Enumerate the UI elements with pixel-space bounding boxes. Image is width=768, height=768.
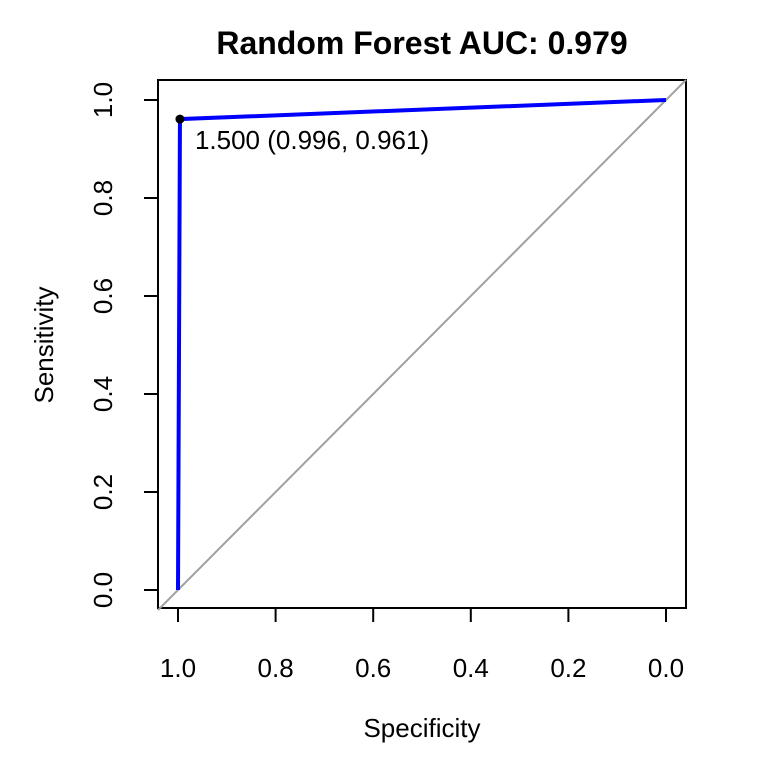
x-axis: 1.0 0.8 0.6 0.4 0.2 0.0 <box>160 607 684 683</box>
y-axis-label: Sensitivity <box>29 286 59 403</box>
threshold-point <box>175 114 185 124</box>
y-tick-label: 0.6 <box>88 278 118 314</box>
threshold-label: 1.500 (0.996, 0.961) <box>195 125 429 155</box>
y-axis: 0.0 0.2 0.4 0.6 0.8 1.0 <box>88 82 159 608</box>
x-tick-label: 0.0 <box>648 653 684 683</box>
x-tick-label: 0.6 <box>355 653 391 683</box>
y-tick-label: 0.4 <box>88 376 118 412</box>
series-layer: 1.500 (0.996, 0.961) <box>157 79 687 611</box>
y-tick-label: 0.2 <box>88 474 118 510</box>
y-tick-label: 1.0 <box>88 82 118 118</box>
y-tick-label: 0.0 <box>88 572 118 608</box>
x-tick-label: 1.0 <box>160 653 196 683</box>
chart-title: Random Forest AUC: 0.979 <box>216 25 627 61</box>
x-tick-label: 0.4 <box>453 653 489 683</box>
y-tick-label: 0.8 <box>88 180 118 216</box>
x-axis-label: Specificity <box>363 713 480 743</box>
x-tick-label: 0.2 <box>550 653 586 683</box>
x-tick-label: 0.8 <box>258 653 294 683</box>
reference-diagonal-line <box>157 79 687 611</box>
